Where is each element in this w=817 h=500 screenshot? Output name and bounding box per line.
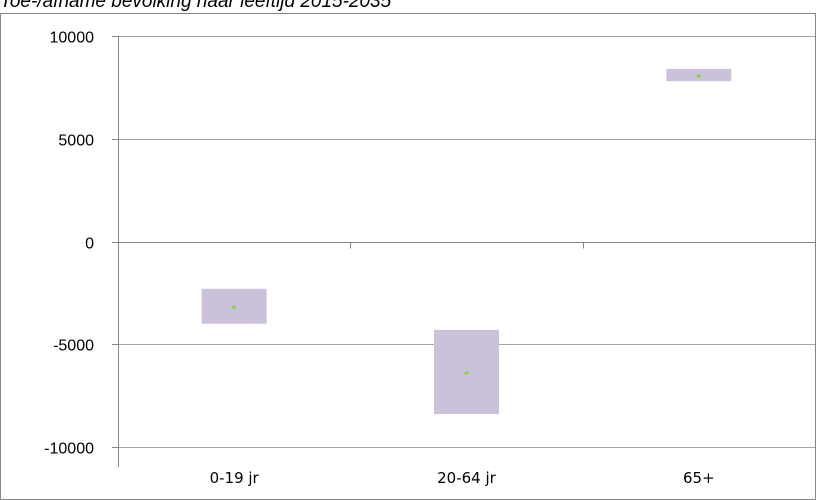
x-category-label: 20-64 jr: [437, 469, 497, 487]
y-tick-label: 0: [85, 236, 94, 253]
y-tick-label: -5000: [53, 338, 94, 355]
axes: [112, 36, 816, 467]
range-boxes: [201, 68, 732, 415]
mid-marker: [464, 371, 469, 375]
mid-marker: [696, 74, 701, 78]
mid-marker: [232, 305, 237, 309]
x-category-label: 65+: [683, 469, 715, 487]
x-category-label: 0-19 jr: [210, 469, 260, 487]
axis-labels: 10000 5000 0 -5000 -10000 0-19 jr 20-64 jr 65+: [44, 30, 714, 488]
chart-title: Toe-/afname bevolking naar leeftijd 2015…: [0, 0, 392, 12]
y-tick-label: 10000: [50, 30, 95, 47]
y-tick-label: -10000: [44, 441, 94, 458]
y-tick-label: 5000: [58, 133, 94, 150]
plot-frame: [0, 13, 816, 500]
